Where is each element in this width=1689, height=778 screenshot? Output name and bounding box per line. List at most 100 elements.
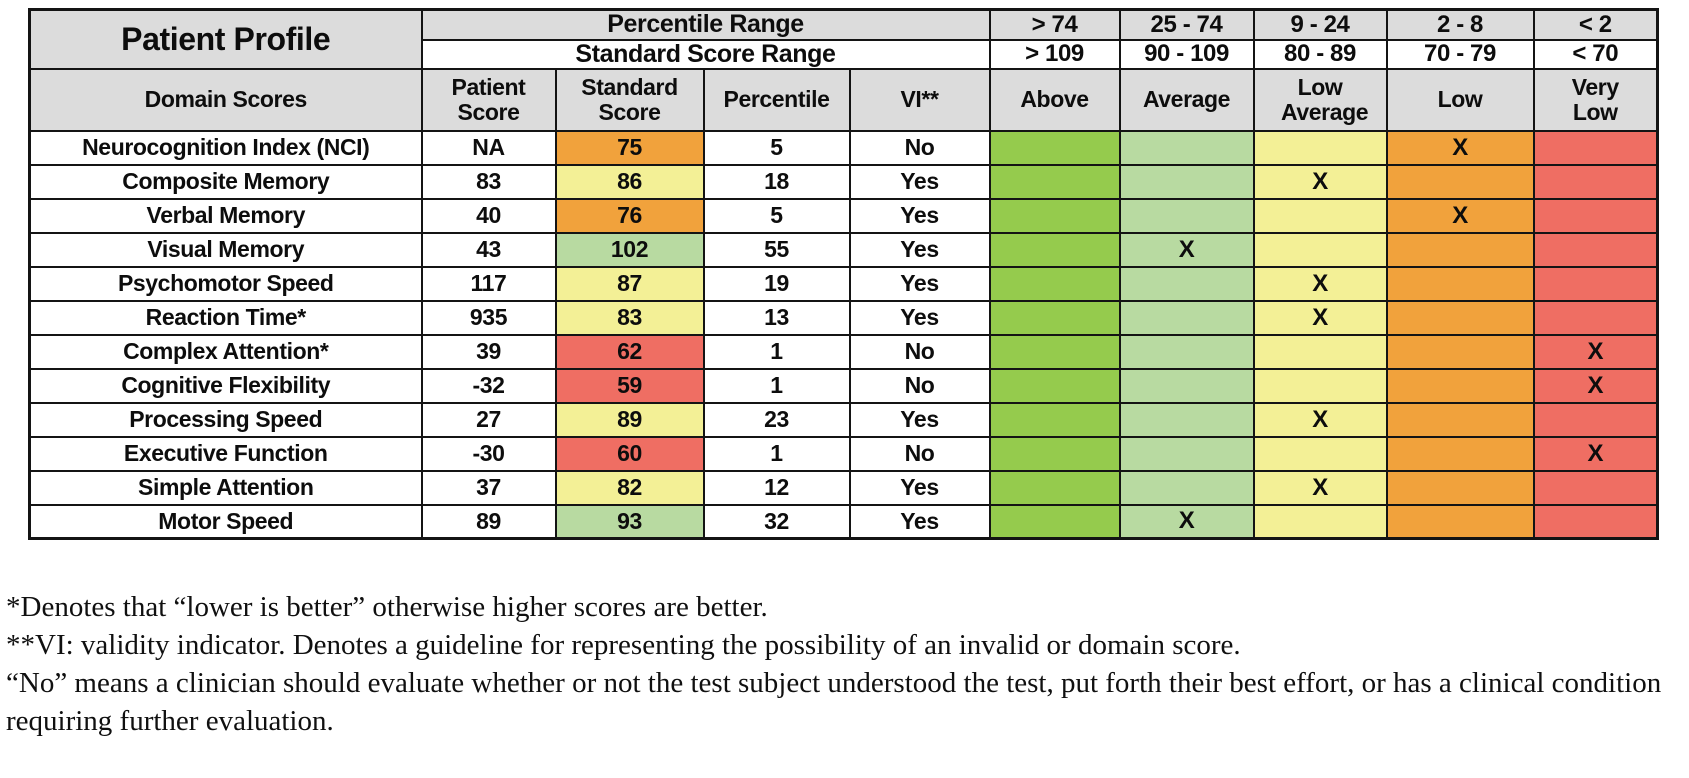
category-cell-above [988, 265, 1121, 302]
category-cell-low [1385, 333, 1535, 370]
category-cell-low-average [1252, 333, 1388, 370]
category-header-above: Above [988, 67, 1121, 132]
category-cell-low [1385, 367, 1535, 404]
vi-cell: Yes [848, 197, 991, 234]
category-cell-very-low [1532, 163, 1659, 200]
domain-name-cell: Reaction Time* [28, 299, 423, 336]
category-cell-average: X [1118, 503, 1255, 540]
category-cell-average [1118, 367, 1255, 404]
table-row: Simple Attention 37 82 12 Yes X [28, 469, 1659, 506]
standard-score-header: Standard Score [554, 67, 705, 132]
category-cell-very-low [1532, 299, 1659, 336]
category-cell-above [988, 503, 1121, 540]
table-row: Complex Attention* 39 62 1 No X [28, 333, 1659, 370]
patient-score-cell: 43 [420, 231, 557, 268]
standard-score-cell: 75 [554, 129, 705, 166]
standard-range-low-average: 80 - 89 [1252, 38, 1388, 70]
category-cell-very-low [1532, 265, 1659, 302]
domain-name-cell: Processing Speed [28, 401, 423, 438]
vi-cell: Yes [848, 163, 991, 200]
domain-name-cell: Simple Attention [28, 469, 423, 506]
percentile-cell: 5 [702, 129, 851, 166]
category-cell-average [1118, 333, 1255, 370]
table-row: Visual Memory 43 102 55 Yes X [28, 231, 1659, 268]
vi-cell: Yes [848, 503, 991, 540]
table-row: Cognitive Flexibility -32 59 1 No X [28, 367, 1659, 404]
standard-score-cell: 62 [554, 333, 705, 370]
patient-score-cell: 37 [420, 469, 557, 506]
category-cell-low [1385, 231, 1535, 268]
standard-range-average: 90 - 109 [1118, 38, 1255, 70]
percentile-range-above: > 74 [988, 8, 1121, 41]
category-cell-above [988, 231, 1121, 268]
footnotes: *Denotes that “lower is better” otherwis… [6, 588, 1678, 740]
vi-cell: Yes [848, 469, 991, 506]
percentile-cell: 13 [702, 299, 851, 336]
standard-range-above: > 109 [988, 38, 1121, 70]
patient-score-cell: 935 [420, 299, 557, 336]
category-cell-average [1118, 163, 1255, 200]
standard-score-cell: 60 [554, 435, 705, 472]
category-cell-very-low [1532, 231, 1659, 268]
category-header-low-average: Low Average [1252, 67, 1388, 132]
vi-header: VI** [848, 67, 991, 132]
table-row: Verbal Memory 40 76 5 Yes X [28, 197, 1659, 234]
category-cell-average: X [1118, 231, 1255, 268]
category-cell-low-average [1252, 435, 1388, 472]
table-row: Composite Memory 83 86 18 Yes X [28, 163, 1659, 200]
percentile-range-label: Percentile Range [420, 8, 991, 41]
category-cell-low [1385, 299, 1535, 336]
patient-score-cell: -30 [420, 435, 557, 472]
percentile-cell: 1 [702, 333, 851, 370]
vi-cell: No [848, 435, 991, 472]
category-cell-low-average [1252, 367, 1388, 404]
category-cell-above [988, 367, 1121, 404]
category-cell-low [1385, 265, 1535, 302]
patient-score-cell: 39 [420, 333, 557, 370]
percentile-header: Percentile [702, 67, 851, 132]
category-cell-low-average [1252, 197, 1388, 234]
percentile-range-average: 25 - 74 [1118, 8, 1255, 41]
domain-name-cell: Verbal Memory [28, 197, 423, 234]
vi-cell: No [848, 129, 991, 166]
category-cell-average [1118, 435, 1255, 472]
patient-profile-table-wrap: Patient Profile Percentile Range > 74 25… [28, 8, 1659, 540]
standard-score-cell: 89 [554, 401, 705, 438]
category-cell-low-average [1252, 129, 1388, 166]
category-header-average: Average [1118, 67, 1255, 132]
category-cell-above [988, 435, 1121, 472]
category-cell-low [1385, 435, 1535, 472]
standard-score-cell: 86 [554, 163, 705, 200]
category-cell-very-low [1532, 503, 1659, 540]
domain-name-cell: Executive Function [28, 435, 423, 472]
category-cell-very-low: X [1532, 367, 1659, 404]
category-cell-average [1118, 265, 1255, 302]
percentile-cell: 1 [702, 435, 851, 472]
category-cell-above [988, 163, 1121, 200]
standard-score-range-label: Standard Score Range [420, 38, 991, 70]
standard-score-cell: 102 [554, 231, 705, 268]
patient-score-cell: 83 [420, 163, 557, 200]
category-cell-low-average: X [1252, 401, 1388, 438]
percentile-range-low-average: 9 - 24 [1252, 8, 1388, 41]
category-cell-low [1385, 163, 1535, 200]
footnote-lower-is-better: *Denotes that “lower is better” otherwis… [6, 591, 768, 623]
category-cell-above [988, 129, 1121, 166]
footnote-no-meaning: “No” means a clinician should evaluate w… [6, 667, 1662, 737]
percentile-range-low: 2 - 8 [1385, 8, 1535, 41]
category-cell-low-average: X [1252, 469, 1388, 506]
category-cell-average [1118, 129, 1255, 166]
category-cell-low-average: X [1252, 299, 1388, 336]
percentile-cell: 18 [702, 163, 851, 200]
standard-score-cell: 82 [554, 469, 705, 506]
standard-range-very-low: < 70 [1532, 38, 1659, 70]
table-row: Executive Function -30 60 1 No X [28, 435, 1659, 472]
category-header-very-low: Very Low [1532, 67, 1659, 132]
percentile-range-very-low: < 2 [1532, 8, 1659, 41]
domain-scores-header: Domain Scores [28, 67, 423, 132]
table-row: Motor Speed 89 93 32 Yes X [28, 503, 1659, 540]
category-cell-very-low: X [1532, 435, 1659, 472]
category-cell-very-low [1532, 469, 1659, 506]
percentile-cell: 19 [702, 265, 851, 302]
vi-cell: Yes [848, 265, 991, 302]
